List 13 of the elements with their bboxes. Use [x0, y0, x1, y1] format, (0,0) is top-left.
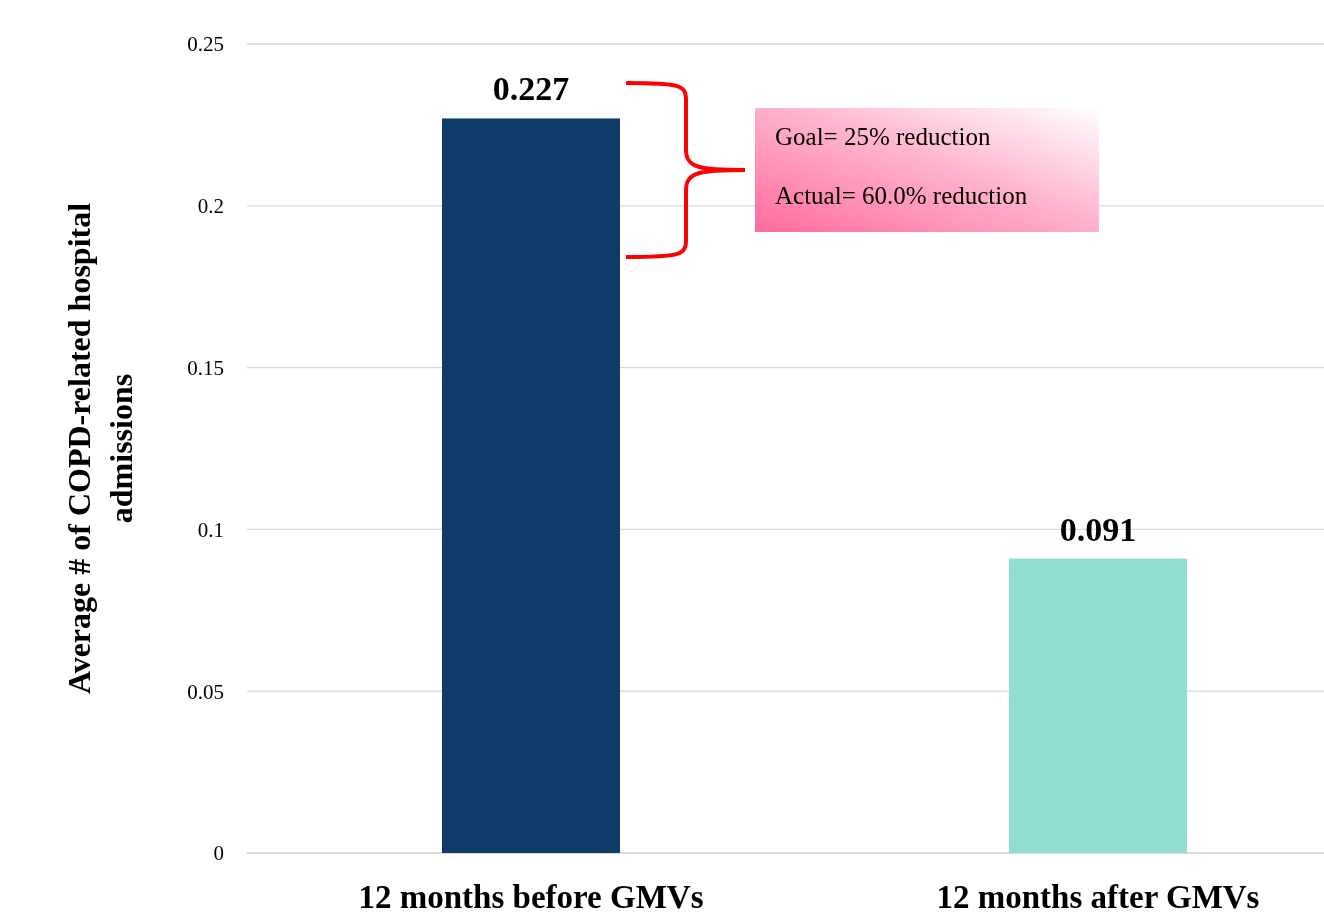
- y-axis-title: Average # of COPD-related hospital admissions: [61, 202, 139, 695]
- y-tick-label: 0: [213, 841, 224, 866]
- annotation: Actual= 60.0% reduction: [775, 182, 1028, 209]
- y-tick-label: 0.05: [187, 679, 224, 704]
- annotation: Goal= 25% reduction: [775, 123, 991, 150]
- data-label: 0.091: [1059, 510, 1137, 548]
- x-tick-label: 12 months after GMVs: [936, 879, 1260, 913]
- y-tick-label: 0.2: [197, 194, 224, 219]
- data-label: 0.227: [492, 70, 570, 108]
- y-tick-label: 0.15: [187, 355, 224, 380]
- y-tick-label: 0.1: [197, 517, 224, 542]
- y-tick-label: 0.25: [187, 32, 224, 57]
- x-tick-label: 12 months before GMVs: [358, 879, 704, 913]
